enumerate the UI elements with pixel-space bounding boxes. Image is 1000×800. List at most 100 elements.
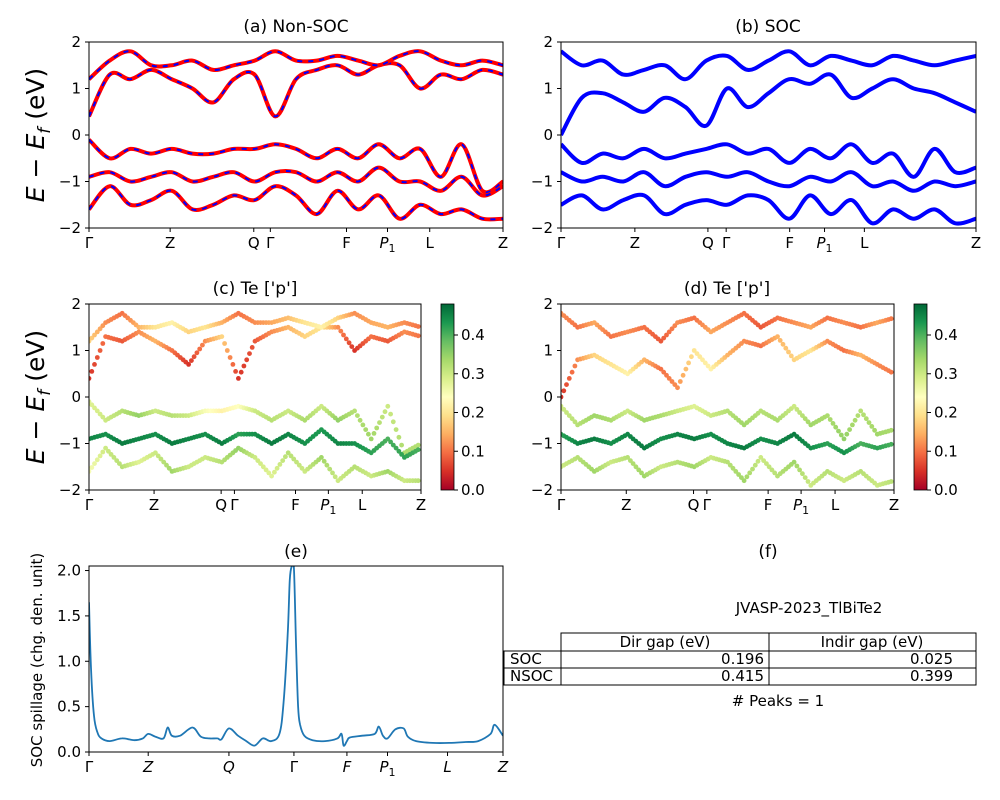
ytick-label-a: −2 <box>59 219 81 237</box>
ytick-label-b: −2 <box>531 219 553 237</box>
scatter-point-c <box>335 324 341 330</box>
scatter-point-c <box>197 346 203 352</box>
scatter-point-d <box>855 413 861 418</box>
scatter-point-d <box>669 379 675 384</box>
scatter-point-c <box>97 348 103 353</box>
scatter-point-d <box>664 332 669 338</box>
scatter-point-c <box>393 445 399 451</box>
scatter-point-c <box>368 436 374 442</box>
scatter-d <box>561 310 894 488</box>
colorbar-c <box>440 303 455 491</box>
scatter-point-d <box>797 467 802 473</box>
scatter-point-c <box>269 473 274 479</box>
scatter-point-c <box>399 452 404 457</box>
scatter-point-c <box>327 466 333 472</box>
axes-frame-e <box>88 565 504 753</box>
scatter-point-c <box>390 442 396 448</box>
xtick-label-c: P1 <box>320 496 336 517</box>
scatter-point-c <box>227 355 233 360</box>
table-row-soc-indir: 0.025 <box>910 650 953 668</box>
scatter-point-c <box>374 425 380 431</box>
table-header-indir-gap: Indir gap (eV) <box>821 633 924 651</box>
gap-table: JVASP-2023_TlBiTe2 Dir gap (eV) Indir ga… <box>503 599 977 710</box>
table-row-soc-dir: 0.196 <box>721 650 764 668</box>
scatter-point-c <box>108 452 114 457</box>
scatter-point-d <box>805 419 811 425</box>
scatter-point-c <box>161 459 167 465</box>
scatter-point-d <box>791 403 797 409</box>
scatter-point-d <box>794 407 800 412</box>
scatter-point-c <box>415 324 421 329</box>
scatter-point-c <box>296 462 302 468</box>
xtick-label-a: Γ <box>85 234 94 252</box>
scatter-point-c <box>396 448 402 454</box>
scatter-point-d <box>564 410 569 415</box>
scatter-point-d <box>669 326 675 332</box>
scatter-point-d <box>725 459 730 465</box>
scatter-point-c <box>371 431 377 436</box>
scatter-point-d <box>639 470 644 476</box>
xtick-label-e: Z <box>142 758 154 776</box>
scatter-point-c <box>153 450 158 456</box>
scatter-point-d <box>661 369 667 375</box>
ytick-label-a: 0 <box>71 126 81 144</box>
scatter-point-d <box>633 464 639 470</box>
table-header-dir-gap: Dir gap (eV) <box>620 633 711 651</box>
xtick-label-d: L <box>831 496 840 514</box>
ytick-label-c: −2 <box>59 481 81 499</box>
scatter-point-c <box>89 402 95 408</box>
scatter-point-d <box>750 466 755 472</box>
ytick-label-d: 1 <box>543 342 553 360</box>
scatter-point-d <box>847 427 852 432</box>
scatter-point-c <box>233 369 239 374</box>
scatter-point-c <box>415 447 421 453</box>
scatter-point-c <box>191 354 197 360</box>
scatter-point-c <box>277 462 283 467</box>
panel-f-title: (f) <box>758 542 777 562</box>
table-row-nsoc-dir: 0.415 <box>721 667 764 685</box>
scatter-point-c <box>92 332 97 338</box>
scatter-point-c <box>258 461 263 466</box>
scatter-point-c <box>89 376 92 381</box>
scatter-point-c <box>366 431 371 437</box>
scatter-point-d <box>888 316 894 322</box>
ytick-label-e: 1.0 <box>57 652 81 670</box>
scatter-point-c <box>291 456 297 462</box>
xtick-label-c: Γ <box>230 496 239 514</box>
scatter-point-c <box>158 456 164 462</box>
xtick-label-c: Z <box>416 496 426 514</box>
scatter-point-d <box>666 329 672 335</box>
ytick-label-a: −1 <box>59 173 81 191</box>
scatter-point-d <box>850 422 855 428</box>
scatter-point-c <box>94 408 100 414</box>
scatter-point-d <box>658 366 664 372</box>
scatter-point-c <box>106 448 111 454</box>
scatter-point-d <box>833 424 839 430</box>
material-label: JVASP-2023_TlBiTe2 <box>735 599 882 618</box>
scatter-point-c <box>360 422 366 428</box>
colorbar-tick-label: 0.3 <box>461 365 485 383</box>
scatter-point-d <box>852 417 858 423</box>
scatter-point-d <box>888 441 894 447</box>
ytick-label-c: 0 <box>71 388 81 406</box>
scatter-point-d <box>697 354 703 360</box>
scatter-point-c <box>324 462 330 468</box>
band-line-a-2 <box>89 138 503 195</box>
colorbar-d <box>913 303 928 491</box>
scatter-point-c <box>244 357 250 363</box>
xtick-label-c: Q <box>215 496 227 514</box>
panel-a-title: (a) Non-SOC <box>243 17 348 37</box>
scatter-point-d <box>564 382 569 387</box>
xtick-label-c: F <box>291 496 300 514</box>
xtick-label-a: L <box>426 234 435 252</box>
scatter-point-d <box>830 421 836 426</box>
scatter-point-c <box>224 348 230 353</box>
ytick-label-e: 0.5 <box>57 698 81 716</box>
scatter-point-d <box>797 410 802 415</box>
band-line-a-3 <box>89 165 503 198</box>
scatter-point-d <box>680 372 686 378</box>
scatter-point-d <box>888 427 894 433</box>
scatter-point-c <box>385 403 391 409</box>
scatter-point-c <box>274 465 280 471</box>
xtick-label-d: Q <box>688 496 700 514</box>
